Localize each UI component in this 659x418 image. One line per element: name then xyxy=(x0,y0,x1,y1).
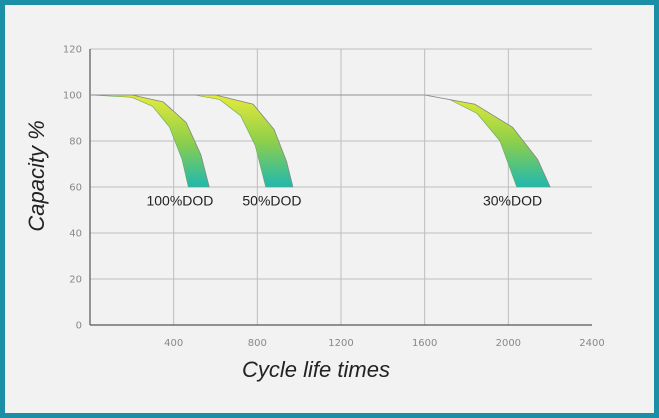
series-label-2: 50%DOD xyxy=(242,192,301,208)
x-tick-label: 2400 xyxy=(579,338,604,349)
tick-labels: 0 20 40 60 80 100 120 400 800 1200 1600 2000 2400 xyxy=(63,45,605,350)
y-tick-label: 0 xyxy=(76,321,82,332)
y-tick-label: 40 xyxy=(69,229,82,240)
series-label-1: 100%DOD xyxy=(146,192,213,208)
series-label-3: 30%DOD xyxy=(483,192,542,208)
series-labels: 100%DOD 50%DOD 30%DOD xyxy=(146,192,542,208)
y-tick-label: 80 xyxy=(69,137,82,148)
y-tick-label: 60 xyxy=(69,183,82,194)
y-tick-label: 100 xyxy=(63,91,82,102)
x-tick-label: 1600 xyxy=(412,338,437,349)
x-tick-label: 800 xyxy=(248,338,267,349)
capacity-bands xyxy=(89,94,551,188)
y-axis-title: Capacity % xyxy=(24,120,49,231)
x-axis-title: Cycle life times xyxy=(242,357,390,382)
x-tick-label: 1200 xyxy=(328,338,353,349)
x-tick-label: 2000 xyxy=(496,338,521,349)
y-tick-label: 20 xyxy=(69,275,82,286)
x-tick-label: 400 xyxy=(164,338,183,349)
y-tick-label: 120 xyxy=(63,45,82,56)
capacity-line-3 xyxy=(90,94,551,188)
